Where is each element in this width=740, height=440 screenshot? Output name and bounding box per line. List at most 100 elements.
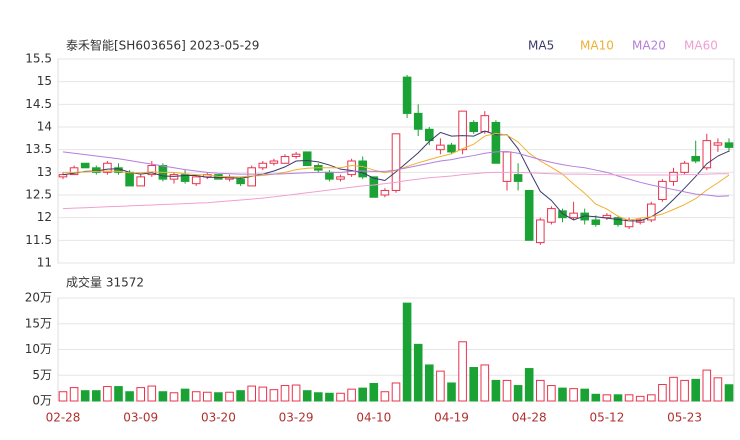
volume-bar xyxy=(336,392,345,402)
y-tick-label: 20万 xyxy=(25,291,52,305)
volume-bar xyxy=(602,394,612,402)
volume-bar xyxy=(369,382,379,402)
candle-body xyxy=(125,171,134,187)
ma-line xyxy=(62,171,729,210)
volume-bar xyxy=(613,394,623,402)
candle-body xyxy=(369,176,379,198)
candle-body xyxy=(269,160,279,164)
candle-body xyxy=(391,133,401,191)
volume-bar xyxy=(524,368,534,402)
volume-bar xyxy=(347,388,356,402)
volume-bar xyxy=(491,379,501,402)
volume-bar xyxy=(280,385,290,402)
candle-body xyxy=(536,219,545,244)
volume-bar xyxy=(469,367,478,402)
candle-body xyxy=(647,203,656,221)
legend-label: MA10 xyxy=(580,39,614,53)
volume-bar xyxy=(236,390,245,402)
candle-body xyxy=(524,189,534,241)
ma-line xyxy=(62,150,730,197)
candle-body xyxy=(502,151,512,182)
candle-body xyxy=(413,112,423,130)
candle-body xyxy=(425,128,434,142)
candle-body xyxy=(480,115,490,133)
volume-bar xyxy=(536,379,545,402)
volume-bar xyxy=(724,384,734,402)
volume-bar xyxy=(258,386,268,402)
volume-bar xyxy=(158,391,168,402)
volume-bar xyxy=(191,391,201,402)
candle-body xyxy=(325,171,334,180)
candle-body xyxy=(280,155,290,164)
volume-bar xyxy=(58,391,68,402)
candle-body xyxy=(724,142,734,148)
volume-bar xyxy=(669,376,678,402)
volume-bar xyxy=(569,388,578,402)
volume-bar xyxy=(702,369,712,402)
candle-body xyxy=(613,217,623,225)
volume-bar xyxy=(291,384,301,402)
candle-body xyxy=(447,144,456,153)
y-tick-label: 13.5 xyxy=(25,142,52,156)
volume-bar xyxy=(436,370,445,402)
volume-bar xyxy=(136,387,145,402)
volume-bar xyxy=(380,391,390,402)
x-tick-label: 03-20 xyxy=(201,411,236,425)
x-tick-label: 04-10 xyxy=(356,411,391,425)
y-tick-label: 15 xyxy=(37,74,52,88)
candle-body xyxy=(591,219,601,225)
candle-body xyxy=(680,162,689,173)
volume-bar xyxy=(480,364,490,402)
x-tick-label: 04-28 xyxy=(512,411,547,425)
volume-bar xyxy=(591,393,601,402)
candle-body xyxy=(402,76,412,114)
volume-bar xyxy=(513,385,523,402)
y-tick-label: 11 xyxy=(37,256,52,270)
candle-body xyxy=(302,151,312,167)
volume-bar xyxy=(647,394,656,402)
volume-bar xyxy=(114,386,123,402)
volume-bar xyxy=(580,388,590,402)
candle-body xyxy=(291,153,301,157)
y-tick-label: 14 xyxy=(37,120,52,134)
volume-bar xyxy=(358,387,367,402)
volume-bar xyxy=(80,390,90,402)
candle-body xyxy=(702,140,712,169)
candle-body xyxy=(69,167,79,176)
volume-bar xyxy=(69,387,79,402)
y-tick-label: 10万 xyxy=(25,342,52,356)
volume-bar xyxy=(447,382,456,402)
candle-body xyxy=(347,160,356,176)
y-tick-label: 12 xyxy=(37,210,52,224)
x-tick-label: 04-19 xyxy=(434,411,469,425)
volume-title: 成交量 31572 xyxy=(66,275,144,290)
candle-body xyxy=(380,189,390,196)
volume-bar xyxy=(103,386,112,402)
y-tick-label: 13 xyxy=(37,165,52,179)
volume-bar xyxy=(203,391,212,402)
volume-bar xyxy=(147,385,157,402)
candle-body xyxy=(713,142,723,146)
chart-title: 泰禾智能[SH603656] 2023-05-29 xyxy=(66,38,259,53)
y-tick-label: 15.5 xyxy=(25,52,52,66)
volume-bar xyxy=(302,390,312,402)
volume-bar xyxy=(391,382,401,402)
volume-bar xyxy=(125,391,134,402)
y-tick-label: 0万 xyxy=(32,394,52,408)
candle-body xyxy=(147,165,157,176)
y-tick-label: 5万 xyxy=(32,368,52,382)
volume-bar xyxy=(425,364,434,402)
legend-label: MA5 xyxy=(528,39,554,53)
candle-body xyxy=(136,176,145,187)
volume-bar xyxy=(269,389,279,402)
candle-body xyxy=(691,155,701,162)
volume-bar xyxy=(547,385,556,402)
volume-bar xyxy=(180,388,190,402)
volume-bar xyxy=(713,377,723,402)
candle-body xyxy=(58,174,68,178)
candle-body xyxy=(180,174,190,182)
legend-label: MA60 xyxy=(684,39,718,53)
y-tick-label: 12.5 xyxy=(25,188,52,202)
candle-body xyxy=(558,210,567,219)
